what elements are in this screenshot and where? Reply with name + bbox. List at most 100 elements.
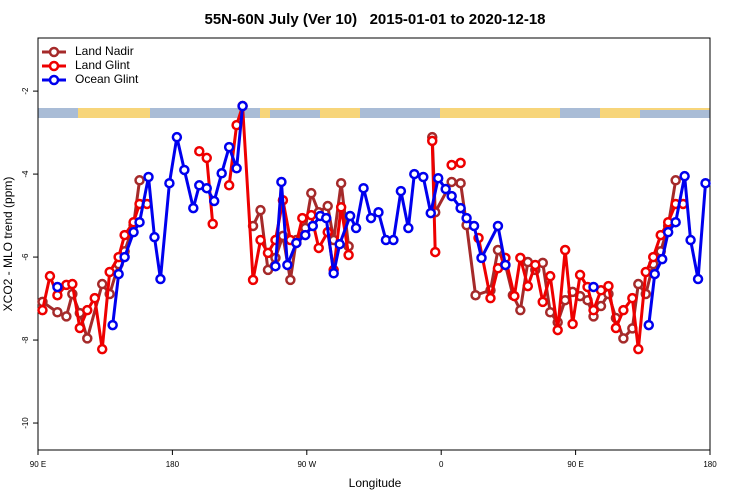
point <box>285 274 296 286</box>
point <box>662 226 674 238</box>
point <box>67 278 78 290</box>
point <box>692 273 704 285</box>
point <box>255 204 266 216</box>
point <box>128 226 139 238</box>
point <box>207 218 218 230</box>
y-tick-label: -6 <box>21 253 30 261</box>
point <box>455 177 466 189</box>
point <box>37 304 48 316</box>
point <box>320 212 332 224</box>
x-tick-label: 180 <box>166 460 180 469</box>
point <box>328 268 339 279</box>
point <box>670 175 681 186</box>
point <box>247 274 259 286</box>
series <box>37 131 681 344</box>
point <box>223 141 235 153</box>
point <box>373 207 384 218</box>
x-tick-label: 0 <box>439 460 444 469</box>
point <box>476 252 487 264</box>
point <box>143 171 154 183</box>
point <box>395 185 407 197</box>
point <box>403 222 414 234</box>
legend-marker <box>48 60 60 72</box>
series-line <box>41 137 678 340</box>
point <box>409 168 420 180</box>
point <box>322 200 333 212</box>
point <box>509 290 520 302</box>
point <box>306 209 317 221</box>
point <box>201 152 212 164</box>
point <box>134 175 145 186</box>
x-axis-label: Longitude <box>349 476 402 490</box>
point <box>603 280 614 292</box>
legend-marker <box>48 46 60 58</box>
point <box>685 234 696 246</box>
point <box>179 164 190 176</box>
point <box>297 212 308 224</box>
point <box>595 300 607 312</box>
y-axis-label: XCO2 - MLO trend (ppm) <box>1 177 15 312</box>
point <box>610 322 622 334</box>
point <box>270 260 281 272</box>
point <box>44 270 56 282</box>
y-tick-label: -10 <box>21 417 30 429</box>
point <box>485 292 496 304</box>
point <box>104 266 115 278</box>
point <box>335 177 347 189</box>
y-tick-label: -2 <box>21 87 30 95</box>
point <box>522 280 534 292</box>
x-tick-label: 90 E <box>567 460 583 469</box>
point <box>344 210 356 222</box>
point <box>537 296 548 308</box>
point <box>365 212 377 224</box>
point <box>134 216 145 228</box>
point <box>155 273 166 285</box>
point <box>358 182 369 194</box>
point <box>52 289 63 301</box>
point <box>52 307 63 318</box>
point <box>82 333 93 344</box>
point <box>679 170 690 182</box>
series <box>52 100 711 331</box>
point <box>82 304 93 316</box>
map-strip <box>38 108 710 118</box>
legend-marker <box>48 74 60 86</box>
legend-label: Land Nadir <box>75 44 134 58</box>
point <box>276 176 287 188</box>
y-tick-label: -8 <box>21 336 30 344</box>
point <box>544 270 556 282</box>
point <box>307 220 319 232</box>
legend-label: Ocean Glint <box>75 72 139 86</box>
point <box>618 333 629 344</box>
point <box>633 278 644 290</box>
point <box>432 172 444 184</box>
x-tick-label: 90 W <box>297 460 316 469</box>
point <box>618 304 629 316</box>
point <box>429 246 441 258</box>
point <box>216 168 227 179</box>
series-line <box>111 105 708 326</box>
point <box>388 234 399 246</box>
point <box>470 289 481 301</box>
point <box>515 252 526 264</box>
point <box>74 322 86 334</box>
point <box>648 251 659 263</box>
point <box>119 251 130 263</box>
series-line <box>41 104 684 351</box>
point <box>559 294 571 306</box>
y-tick-label: -4 <box>21 170 30 178</box>
point <box>425 207 436 219</box>
point <box>552 324 563 336</box>
point <box>255 234 266 246</box>
point <box>149 231 160 243</box>
point <box>446 159 457 171</box>
point <box>237 100 248 112</box>
point <box>188 202 199 214</box>
point <box>492 220 504 232</box>
point <box>446 176 457 188</box>
point <box>201 182 212 194</box>
point <box>171 131 183 143</box>
point <box>96 278 108 290</box>
point <box>350 222 362 234</box>
point <box>306 187 317 199</box>
